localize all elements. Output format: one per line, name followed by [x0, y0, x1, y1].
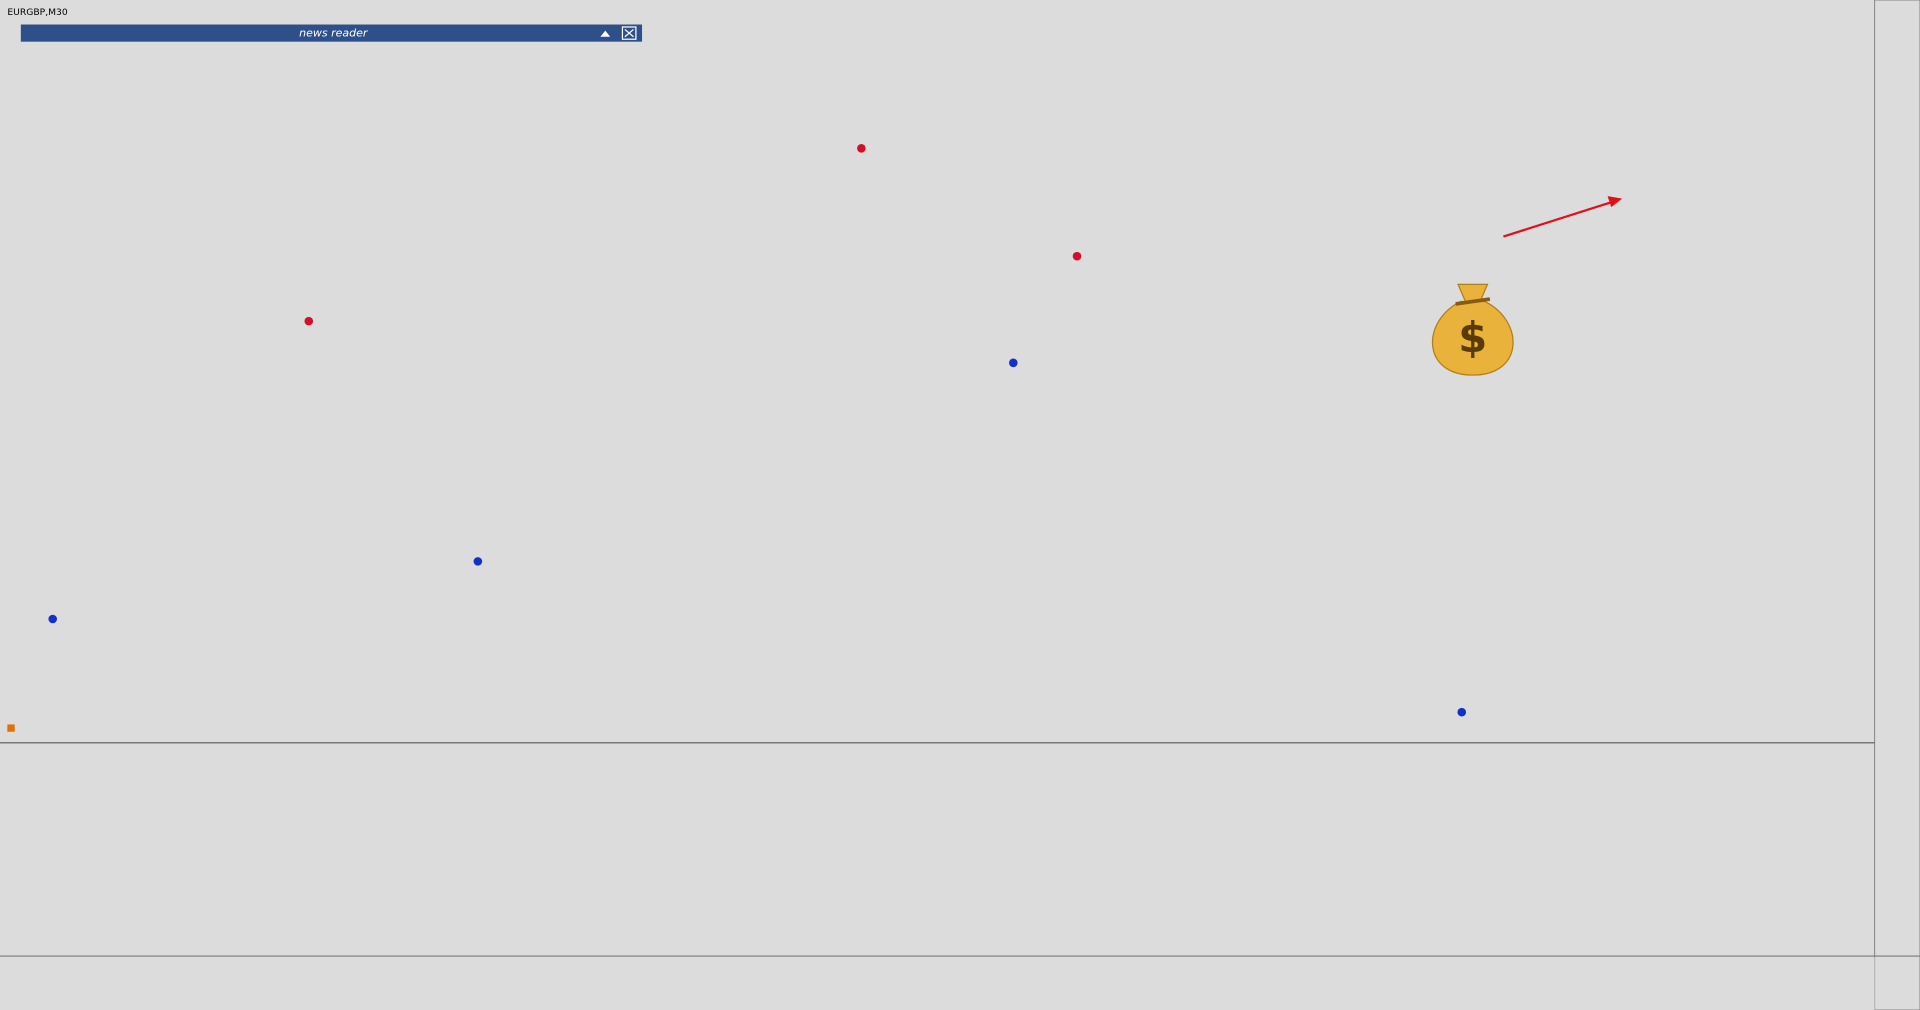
indicator-square	[7, 724, 15, 732]
signal-icons	[48, 144, 1467, 717]
chart-symbol: EURGBP,M30	[7, 7, 68, 18]
news-reader-title: news reader	[299, 27, 369, 40]
money-bag: $	[1431, 283, 1514, 376]
price-axis	[1874, 0, 1920, 1010]
close-icon	[624, 28, 634, 38]
collapse-button[interactable]	[600, 30, 611, 37]
symbol-bar	[0, 957, 1875, 1010]
close-button[interactable]	[621, 26, 637, 40]
news-reader-bar[interactable]	[20, 24, 643, 42]
arrow-head	[1607, 196, 1623, 208]
arrow	[1503, 199, 1616, 238]
dollar-sign: $	[1458, 313, 1487, 362]
